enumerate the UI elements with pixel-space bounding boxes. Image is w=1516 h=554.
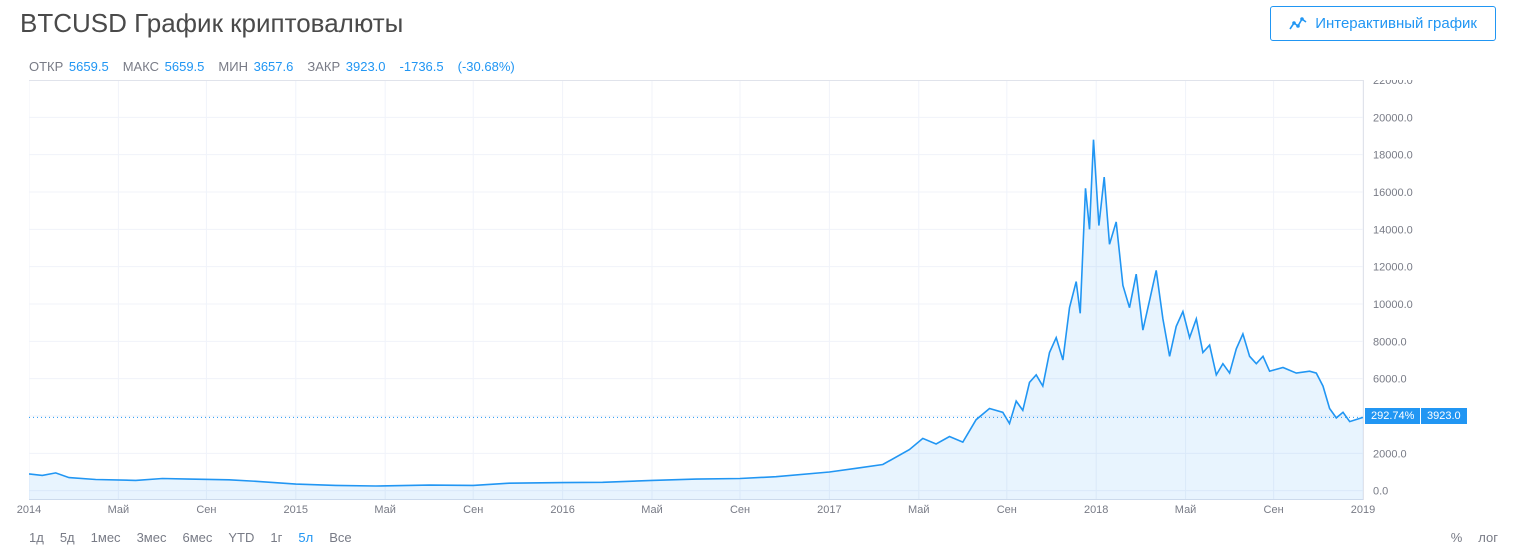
change-abs: -1736.5 xyxy=(400,59,444,74)
low-value: 3657.6 xyxy=(254,59,294,74)
close-value: 3923.0 xyxy=(346,59,386,74)
svg-text:6000.0: 6000.0 xyxy=(1373,374,1407,386)
close-price-badge: 3923.0 xyxy=(1421,408,1467,424)
range-1д[interactable]: 1д xyxy=(29,530,44,545)
x-tick-label: Май xyxy=(374,504,396,516)
x-tick-label: Сен xyxy=(1264,504,1284,516)
x-tick-label: Май xyxy=(108,504,130,516)
x-tick-label: 2016 xyxy=(550,504,574,516)
svg-text:0.0: 0.0 xyxy=(1373,486,1388,498)
high-label: МАКС xyxy=(123,59,159,74)
x-tick-label: 2015 xyxy=(284,504,308,516)
interactive-chart-button[interactable]: Интерактивный график xyxy=(1270,6,1496,41)
x-tick-label: Май xyxy=(641,504,663,516)
svg-text:18000.0: 18000.0 xyxy=(1373,150,1413,162)
range-selector: 1д 5д 1мес 3мес 6мес YTD 1г 5л Все % лог xyxy=(0,522,1516,545)
svg-text:20000.0: 20000.0 xyxy=(1373,112,1413,124)
svg-text:14000.0: 14000.0 xyxy=(1373,224,1413,236)
svg-text:2000.0: 2000.0 xyxy=(1373,448,1407,460)
svg-text:16000.0: 16000.0 xyxy=(1373,187,1413,199)
x-axis-labels: 2014МайСен2015МайСен2016МайСен2017МайСен… xyxy=(29,500,1438,522)
range-3мес[interactable]: 3мес xyxy=(137,530,167,545)
x-tick-label: 2018 xyxy=(1084,504,1108,516)
x-tick-label: Май xyxy=(908,504,930,516)
range-5л[interactable]: 5л xyxy=(298,530,313,545)
range-6мес[interactable]: 6мес xyxy=(182,530,212,545)
x-tick-label: Сен xyxy=(730,504,750,516)
x-tick-label: Сен xyxy=(997,504,1017,516)
page-title: BTCUSD График криптовалюты xyxy=(20,8,403,39)
chart-container[interactable]: 22000.0 20000.0 18000.0 16000.0 14000.0 12000… xyxy=(29,80,1504,500)
x-tick-label: 2014 xyxy=(17,504,41,516)
svg-text:10000.0: 10000.0 xyxy=(1373,299,1413,311)
price-chart[interactable]: 22000.0 20000.0 18000.0 16000.0 14000.0 12000… xyxy=(29,80,1504,500)
chart-icon xyxy=(1289,17,1307,31)
high-value: 5659.5 xyxy=(165,59,205,74)
x-tick-label: Сен xyxy=(196,504,216,516)
x-tick-label: Сен xyxy=(463,504,483,516)
open-label: ОТКР xyxy=(29,59,63,74)
svg-text:22000.0: 22000.0 xyxy=(1373,80,1413,87)
low-label: МИН xyxy=(218,59,248,74)
log-toggle[interactable]: лог xyxy=(1478,530,1498,545)
x-tick-label: 2019 xyxy=(1351,504,1375,516)
interactive-chart-label: Интерактивный график xyxy=(1315,15,1477,32)
close-label: ЗАКР xyxy=(307,59,340,74)
svg-text:8000.0: 8000.0 xyxy=(1373,336,1407,348)
range-1г[interactable]: 1г xyxy=(270,530,282,545)
change-pct: (-30.68%) xyxy=(458,59,515,74)
svg-text:12000.0: 12000.0 xyxy=(1373,262,1413,274)
range-YTD[interactable]: YTD xyxy=(228,530,254,545)
open-value: 5659.5 xyxy=(69,59,109,74)
ohlc-row: ОТКР 5659.5 МАКС 5659.5 МИН 3657.6 ЗАКР … xyxy=(0,41,1516,80)
range-Все[interactable]: Все xyxy=(329,530,351,545)
range-5д[interactable]: 5д xyxy=(60,530,75,545)
x-tick-label: 2017 xyxy=(817,504,841,516)
pct-change-badge: 292.74% xyxy=(1365,408,1420,424)
percent-toggle[interactable]: % xyxy=(1451,530,1463,545)
x-tick-label: Май xyxy=(1175,504,1197,516)
range-1мес[interactable]: 1мес xyxy=(91,530,121,545)
